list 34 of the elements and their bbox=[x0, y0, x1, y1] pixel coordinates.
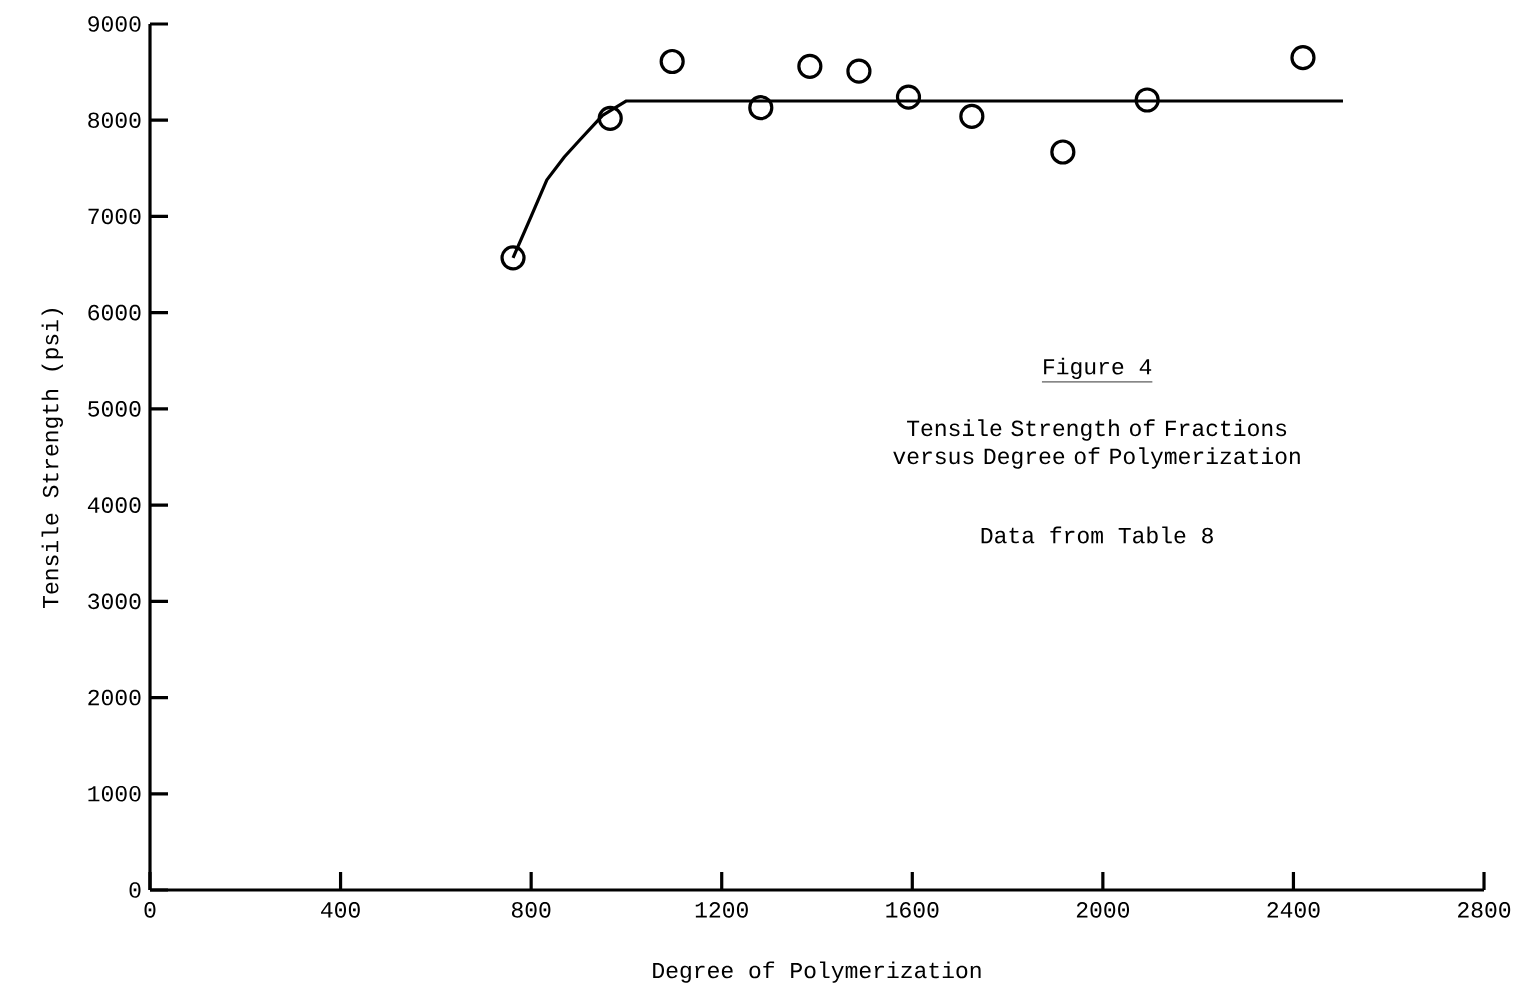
y-tick-label: 7000 bbox=[88, 208, 141, 225]
point bbox=[500, 245, 526, 271]
y-tick-label: 6000 bbox=[88, 304, 141, 321]
text: Tensile Strength of Fractions versus Degree of Polymerization bbox=[893, 419, 1300, 469]
point bbox=[1050, 139, 1076, 165]
x-tick-label: 1200 bbox=[695, 902, 748, 918]
y-axis-title: Tensile Strength (psi) bbox=[41, 309, 63, 608]
point bbox=[959, 103, 985, 129]
x-axis-title: Degree of Polymerization bbox=[653, 961, 981, 983]
x-tick-label: 400 bbox=[321, 902, 360, 918]
x-tick-label: 2000 bbox=[1076, 902, 1130, 918]
y-tick-label: 4000 bbox=[87, 497, 141, 513]
x-tick-label: 2800 bbox=[1458, 902, 1511, 918]
y-tick-label: 3000 bbox=[88, 593, 141, 610]
y-tick-label: 1000 bbox=[88, 785, 141, 802]
point bbox=[1134, 87, 1160, 113]
x-tick-label: 0 bbox=[144, 902, 156, 918]
x-tick-label: 2400 bbox=[1267, 902, 1320, 918]
y-tick-label: 2000 bbox=[88, 689, 141, 706]
point bbox=[748, 95, 774, 121]
text: Data from Table 8 bbox=[981, 526, 1213, 544]
point bbox=[597, 105, 623, 131]
y-tick-label: 8000 bbox=[88, 112, 141, 129]
x-tick-label: 800 bbox=[511, 902, 551, 918]
annotation: Figure 4 bbox=[1044, 357, 1152, 380]
point bbox=[846, 58, 872, 84]
point bbox=[1290, 45, 1316, 71]
point bbox=[659, 48, 685, 75]
point bbox=[895, 84, 922, 110]
y-tick-label: 0 bbox=[129, 882, 141, 898]
x-tick-label: 1600 bbox=[886, 902, 939, 918]
y-tick-label: 9000 bbox=[88, 16, 141, 32]
y-tick-label: 5000 bbox=[88, 401, 141, 417]
point bbox=[797, 53, 823, 79]
